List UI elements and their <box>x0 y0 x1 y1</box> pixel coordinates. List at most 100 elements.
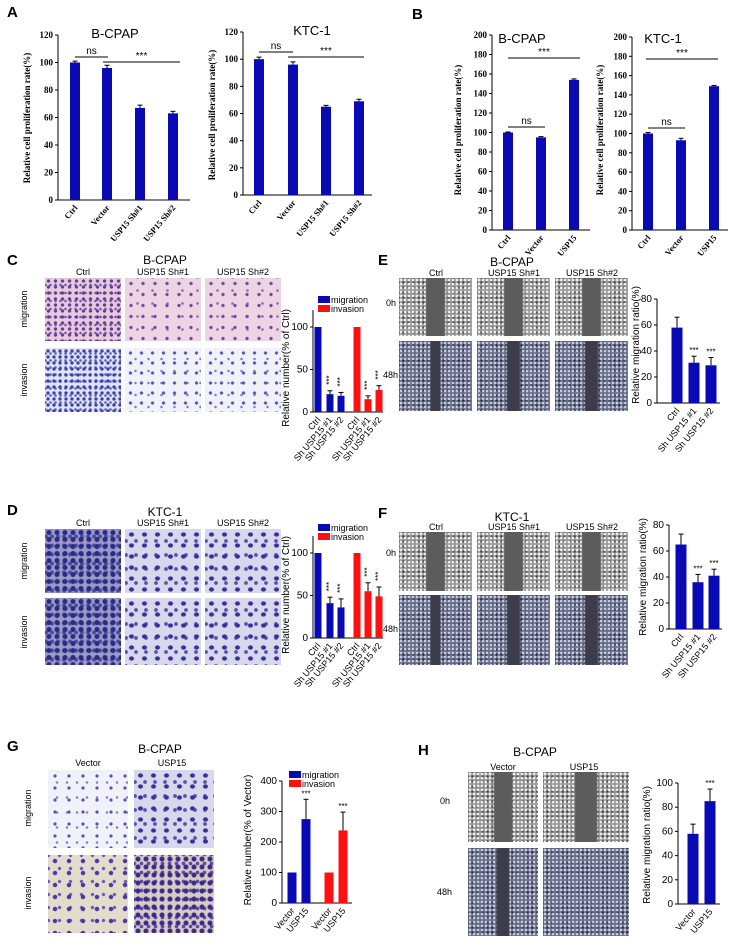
y-tick-label: 100 <box>40 58 54 68</box>
y-tick-label: 100 <box>474 128 488 138</box>
micrograph <box>468 848 538 936</box>
y-tick-label: 80 <box>641 294 653 305</box>
bar <box>301 819 311 903</box>
bar <box>168 113 178 200</box>
y-tick-label: 180 <box>474 50 488 60</box>
y-tick-label: 160 <box>614 71 628 81</box>
chart-title: B-CPAP <box>498 31 545 46</box>
y-axis-label: Relative cell proliferation rate(%) <box>595 65 605 196</box>
significance-label: *** <box>338 802 347 811</box>
panel-letter-e: E <box>378 252 389 269</box>
column-label: USP15 Sh#1 <box>487 268 541 278</box>
y-tick-label: 120 <box>225 27 239 37</box>
y-tick-label: 20 <box>641 372 653 383</box>
y-tick-label: 60 <box>44 113 54 123</box>
column-label: USP15 Sh#2 <box>216 267 270 277</box>
significance-label: *** <box>693 564 702 573</box>
y-tick-label: 60 <box>653 546 665 557</box>
y-tick-label: 60 <box>618 167 628 177</box>
y-tick-label: 0 <box>646 398 652 409</box>
legend-swatch <box>289 771 301 778</box>
y-tick-label: 0 <box>623 225 628 235</box>
significance-label: *** <box>689 346 698 355</box>
y-tick-label: 80 <box>618 148 628 158</box>
micrograph <box>477 341 550 411</box>
x-tick-label: Ctrl <box>635 232 653 250</box>
bar <box>675 544 687 629</box>
significance-label: ns <box>521 116 532 127</box>
panel-title: KTC-1 <box>494 510 530 524</box>
bar <box>326 603 334 638</box>
y-tick-label: 80 <box>229 81 239 91</box>
y-tick-label: 120 <box>474 108 488 118</box>
column-label: Ctrl <box>76 518 90 528</box>
bar <box>338 830 348 903</box>
y-tick-label: 80 <box>662 802 674 813</box>
micrograph <box>45 598 121 665</box>
row-label: 0h <box>386 548 397 558</box>
column-label: USP15 Sh#2 <box>216 518 270 528</box>
bar <box>70 62 80 200</box>
significance-label: ns <box>271 41 282 52</box>
micrograph <box>205 529 281 593</box>
micrograph <box>477 532 550 591</box>
bar <box>324 872 334 903</box>
y-tick-label: 120 <box>40 30 54 40</box>
bar <box>708 575 720 629</box>
column-label: Ctrl <box>429 268 443 278</box>
bar <box>705 365 717 403</box>
y-axis-label: Relative cell proliferation rate(%) <box>207 50 217 181</box>
significance-label: *** <box>709 559 718 568</box>
micrograph <box>45 348 121 412</box>
bar <box>569 79 579 230</box>
y-tick-label: 20 <box>618 206 628 216</box>
row-label: 0h <box>440 796 451 806</box>
y-tick-label: 40 <box>653 572 665 583</box>
micrograph <box>543 772 629 842</box>
panel-letter-h: H <box>418 742 429 759</box>
y-tick-label: 40 <box>641 346 653 357</box>
significance-label: *** <box>374 572 383 581</box>
y-tick-label: 20 <box>229 163 239 173</box>
chart-title: B-CPAP <box>91 26 138 41</box>
column-label: USP15 <box>569 762 599 772</box>
y-tick-label: 0 <box>49 195 54 205</box>
chart-g-8: 0 100 200 300 400 Relative number(% of Vector… <box>243 770 352 934</box>
y-axis-label: Relative number(% of Ctrl) <box>281 536 292 654</box>
micrograph <box>555 595 628 665</box>
y-tick-label: 160 <box>474 69 488 79</box>
bar <box>375 389 383 412</box>
row-label: 48h <box>383 370 399 380</box>
x-tick-label: USP15 <box>695 233 718 258</box>
micrograph <box>205 348 281 412</box>
significance-label: *** <box>336 584 345 593</box>
y-tick-label: 200 <box>260 837 277 848</box>
significance-label: *** <box>136 51 148 62</box>
y-tick-label: 60 <box>229 109 239 119</box>
micrograph <box>48 770 128 848</box>
significance-label: ns <box>661 117 672 128</box>
x-tick-label: USP15 Sh#2 <box>141 203 177 244</box>
bar <box>364 399 372 412</box>
x-tick-label: Vector <box>663 233 686 258</box>
y-tick-label: 100 <box>656 778 673 789</box>
bar <box>326 394 334 412</box>
chart-title: KTC-1 <box>644 31 682 46</box>
bar <box>337 607 345 638</box>
significance-label: *** <box>320 46 332 57</box>
column-label: Vector <box>490 762 516 772</box>
bar <box>364 591 372 638</box>
bar <box>676 140 686 230</box>
y-tick-label: 140 <box>474 89 488 99</box>
panel-letter-b: B <box>412 6 423 23</box>
micrograph <box>45 529 121 593</box>
micrograph <box>555 341 628 411</box>
y-tick-label: 100 <box>291 322 308 333</box>
micrograph <box>477 595 550 665</box>
panel-title: B-CPAP <box>513 745 557 759</box>
x-tick-label: USP15 Sh#1 <box>108 203 144 244</box>
y-tick-label: 20 <box>44 168 54 178</box>
